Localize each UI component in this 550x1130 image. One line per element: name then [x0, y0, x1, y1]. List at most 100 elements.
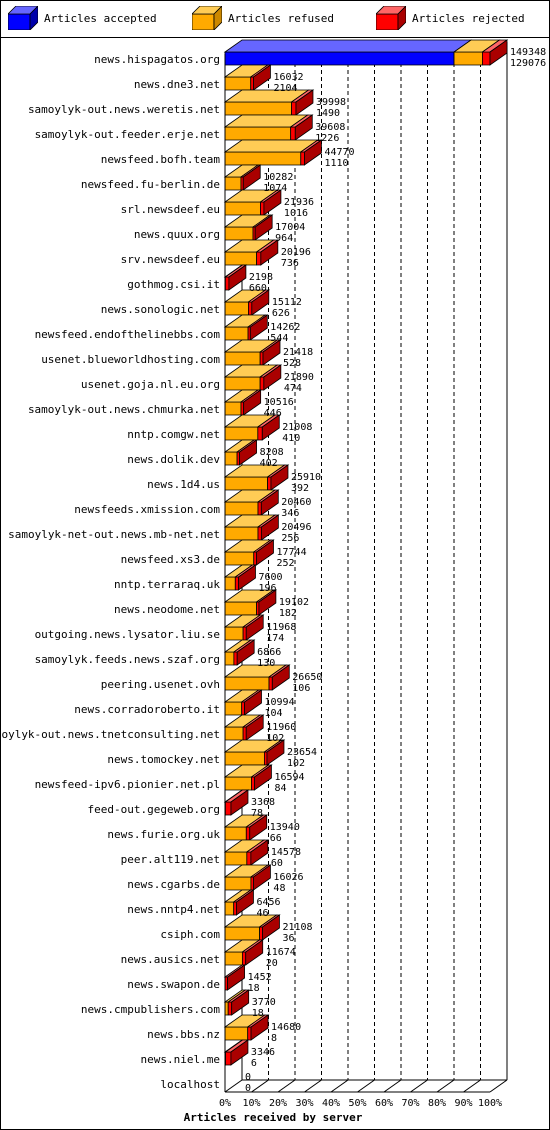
x-tick-label: 20%: [269, 1098, 287, 1109]
bar-articles-refused-front: [224, 851, 248, 866]
chart-bars: [223, 39, 509, 1066]
bar-articles-rejected-side: [231, 989, 250, 1016]
legend-label-accepted: Articles accepted: [44, 11, 157, 25]
legend-label-rejected: Articles rejected: [412, 11, 525, 25]
value-label-total: 11960: [266, 722, 296, 733]
floor-tick-line: [330, 1079, 349, 1093]
legend-separator: [0, 37, 550, 38]
bar-articles-rejected: [239, 164, 262, 191]
value-label-second: 256: [281, 533, 299, 544]
bar-articles-refused-front: [224, 176, 242, 191]
value-label-second: 1490: [316, 108, 340, 119]
value-label-total: 3770: [252, 997, 276, 1008]
bar-articles-refused: [223, 164, 260, 191]
bar-articles-rejected-side: [260, 514, 279, 541]
bar-articles-refused-front: [453, 51, 483, 66]
bar-articles-refused: [223, 914, 278, 941]
bar-articles-rejected-side: [270, 464, 289, 491]
bar-articles-refused: [223, 114, 309, 141]
value-label-second: 346: [281, 508, 299, 519]
floor-tick-line: [463, 1079, 481, 1093]
bar-articles-rejected: [226, 989, 250, 1016]
bar-articles-rejected-front: [291, 101, 297, 116]
server-label: usenet.goja.nl.eu.org: [81, 378, 220, 391]
bar-articles-rejected-side: [250, 839, 269, 866]
server-label: peering.usenet.ovh: [101, 678, 220, 691]
floor-tick-line: [251, 1079, 269, 1093]
server-label: nntp.terraraq.uk: [114, 578, 220, 591]
server-label: newsfeed.xs3.de: [121, 553, 220, 566]
value-label-total: 21936: [284, 197, 314, 208]
bar-articles-refused-front: [224, 451, 238, 466]
value-label-second: 2104: [273, 83, 297, 94]
value-label-total: 7600: [258, 572, 282, 583]
bar-articles-rejected-side: [254, 764, 272, 791]
value-label-total: 21108: [282, 922, 312, 933]
server-label: samoylyk-out.feeder.erje.net: [35, 128, 220, 141]
floor-tick-line: [277, 1079, 296, 1093]
bar-articles-accepted-front: [224, 51, 455, 66]
bar-articles-rejected-front: [224, 801, 232, 816]
bar-articles-rejected-side: [244, 689, 262, 716]
value-label-total: 3346: [251, 1047, 275, 1058]
x-tick-label: 30%: [295, 1098, 313, 1109]
value-label-second: 196: [258, 583, 276, 594]
bar-articles-rejected-side: [254, 214, 273, 241]
bar-articles-rejected-front: [260, 201, 265, 216]
bar-articles-rejected-front: [257, 501, 262, 516]
bar-articles-rejected-front: [259, 926, 263, 941]
bar-articles-rejected-side: [245, 714, 264, 741]
server-label: newsfeed.bofh.team: [101, 153, 221, 166]
bar-articles-rejected-side: [243, 389, 262, 416]
value-label-second: 18: [252, 1008, 264, 1019]
value-label-total: 11968: [266, 622, 296, 633]
bar-articles-refused-front: [224, 426, 259, 441]
bar-articles-rejected-front: [300, 151, 305, 166]
bar-articles-refused-front: [224, 726, 244, 741]
bar-articles-rejected-front: [245, 826, 251, 841]
bar-articles-refused: [223, 89, 310, 116]
bar-articles-accepted-top: [223, 39, 473, 53]
value-label-second: 0: [245, 1083, 251, 1094]
bar-articles-rejected: [256, 489, 280, 516]
bar-articles-rejected: [239, 389, 262, 416]
x-tick-label: 10%: [242, 1098, 260, 1109]
legend-swatch-rejected: [376, 6, 406, 30]
bar-articles-rejected-front: [259, 351, 264, 366]
value-label-total: 8208: [260, 447, 284, 458]
legend-label-refused: Articles refused: [228, 11, 334, 25]
server-label: outgoing.news.lysator.liu.se: [35, 628, 220, 641]
bar-articles-rejected-front: [257, 426, 263, 441]
bar-articles-rejected: [481, 39, 509, 66]
floor-tick-line: [436, 1079, 455, 1093]
bar-articles-rejected-side: [261, 414, 280, 441]
bar-articles-rejected-side: [249, 314, 268, 341]
legend-swatch-refused: [192, 6, 222, 30]
bar-articles-rejected: [250, 764, 273, 791]
server-label: news.niel.me: [141, 1053, 220, 1066]
bar-articles-rejected-front: [267, 476, 272, 491]
x-tick-label: 80%: [428, 1098, 446, 1109]
value-label-total: 16032: [273, 72, 303, 83]
bar-articles-rejected-front: [242, 626, 247, 641]
server-label: news.bbs.nz: [147, 1028, 220, 1041]
value-label-second: 474: [284, 383, 302, 394]
server-label: news.quux.org: [134, 228, 220, 241]
value-label-second: 48: [273, 883, 285, 894]
bar-articles-rejected-side: [249, 814, 268, 841]
bar-articles-refused-front: [224, 251, 257, 266]
value-label-total: 20196: [281, 247, 311, 258]
bar-articles-refused-front: [224, 1026, 249, 1041]
bar-articles-refused: [223, 464, 286, 491]
value-label-second: 8: [271, 1033, 277, 1044]
bar-articles-rejected-front: [250, 76, 254, 91]
bar-articles-rejected-front: [241, 951, 247, 966]
bar-articles-rejected-side: [239, 439, 257, 466]
value-label-total: 21418: [283, 347, 313, 358]
value-label-second: 182: [279, 608, 297, 619]
value-label-second: 60: [271, 858, 283, 869]
bar-articles-refused-front: [224, 951, 243, 966]
value-label-total: 26650: [292, 672, 322, 683]
bar-articles-rejected: [263, 739, 286, 766]
bar-articles-rejected-side: [260, 489, 279, 516]
